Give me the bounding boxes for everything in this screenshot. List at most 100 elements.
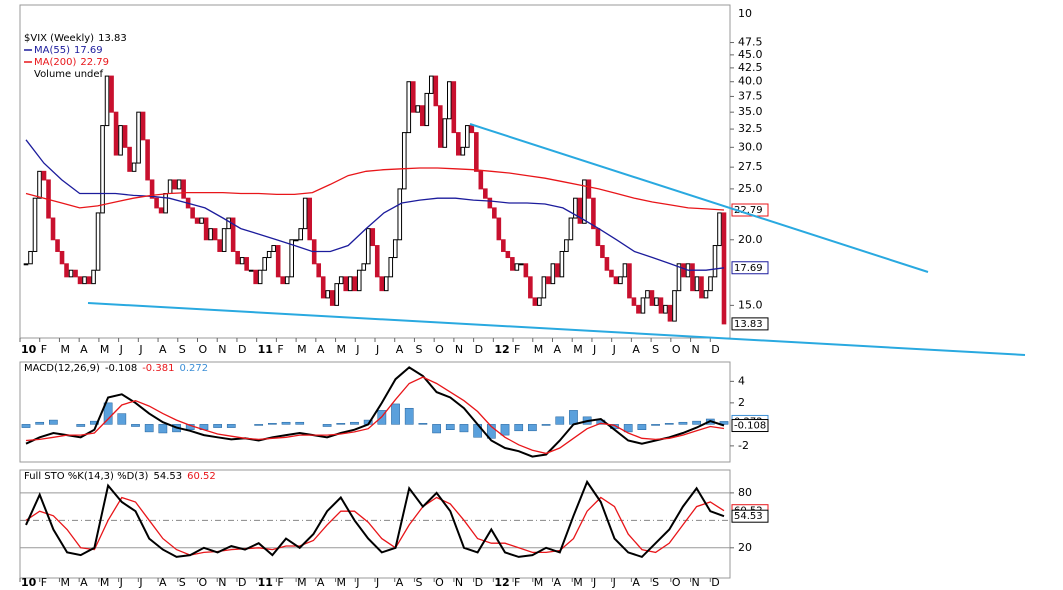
candle <box>604 257 610 271</box>
value-box-label: 17.69 <box>734 263 763 274</box>
candle <box>622 263 628 278</box>
x-tick-label: O <box>435 343 444 356</box>
candle <box>410 81 416 113</box>
candle <box>699 276 704 299</box>
candle <box>284 276 290 285</box>
candle <box>248 269 254 272</box>
x-tick-label: N <box>692 343 700 356</box>
x-tick-label: D <box>238 343 246 356</box>
x-tick-label: S <box>179 576 186 589</box>
x-tick-label: A <box>396 343 404 356</box>
x-tick-label: A <box>317 576 325 589</box>
candle <box>424 92 430 127</box>
legend-title: Full STO %K(14,3) %D(3) 54.53 60.52 <box>24 471 216 482</box>
legend-title: $VIX (Weekly) 13.83 <box>24 33 127 44</box>
y-tick-label: 2 <box>738 396 745 409</box>
x-tick-label: M <box>337 343 347 356</box>
candle <box>478 170 484 190</box>
x-tick-label: A <box>396 576 404 589</box>
y-tick-label: 45.0 <box>738 48 763 61</box>
x-tick-label: M <box>534 343 544 356</box>
legend-volume: Volume undef <box>34 69 104 80</box>
x-tick-label: J <box>612 343 616 356</box>
x-tick-label: A <box>632 343 640 356</box>
histogram-bar <box>391 403 400 425</box>
candle <box>145 139 150 181</box>
candle <box>694 276 700 292</box>
legend-title-text: $VIX (Weekly) <box>24 33 94 44</box>
candle <box>325 290 331 299</box>
x-tick-label: A <box>159 576 167 589</box>
candle <box>528 276 533 299</box>
candle <box>442 118 448 148</box>
series-line <box>25 479 725 559</box>
y-tick-label: 15.0 <box>738 298 763 311</box>
x-tick-label: A <box>159 343 167 356</box>
candle <box>510 257 515 271</box>
histogram-bar <box>719 421 729 425</box>
x-tick-label: J <box>612 576 616 589</box>
candle <box>392 239 398 259</box>
candle <box>347 276 353 292</box>
value-box-label: 22.79 <box>734 205 763 216</box>
y-tick-label: 37.5 <box>738 89 763 102</box>
candle <box>136 111 141 164</box>
candle <box>514 263 520 271</box>
y-tick-label: 27.5 <box>738 160 763 173</box>
candle <box>212 228 218 241</box>
histogram-bar <box>267 423 277 425</box>
candle <box>640 297 646 314</box>
histogram-bar <box>350 421 359 425</box>
candle <box>55 239 60 252</box>
candle <box>320 276 326 299</box>
x-tick-label: M <box>100 343 110 356</box>
legend-item: MA(200) 22.79 <box>34 57 109 68</box>
x-tick-label: N <box>218 576 226 589</box>
candle <box>199 217 204 224</box>
candle <box>338 276 344 285</box>
candle <box>343 276 349 292</box>
candle <box>631 297 637 306</box>
candle <box>383 276 389 292</box>
candle <box>23 263 29 266</box>
x-tick-label: A <box>632 576 640 589</box>
candle <box>568 217 574 241</box>
x-tick-label: F <box>514 576 520 589</box>
candle <box>474 132 479 172</box>
candle <box>91 269 96 285</box>
histogram-bar <box>569 410 578 425</box>
candle <box>217 239 222 252</box>
histogram-bar <box>541 424 551 426</box>
histogram-bar <box>404 407 414 425</box>
x-tick-label: J <box>138 576 142 589</box>
legend-value: -0.108 <box>105 363 137 374</box>
histogram-bar <box>213 424 222 428</box>
legend-name: MA(200) <box>34 57 76 68</box>
candle <box>667 304 673 322</box>
candle <box>406 81 412 134</box>
candle <box>374 245 380 278</box>
candle <box>658 297 664 314</box>
candle <box>226 217 231 230</box>
y-tick-label: 32.5 <box>738 122 763 135</box>
x-tick-label: M <box>573 576 583 589</box>
candle <box>275 245 281 278</box>
candle <box>289 239 294 278</box>
histogram-bar <box>76 424 86 427</box>
candle <box>465 125 470 148</box>
histogram-bar <box>336 423 346 425</box>
y-tick-label: 20 <box>738 541 752 554</box>
x-tick-label: F <box>41 576 47 589</box>
candle <box>253 269 258 285</box>
x-tick-label: S <box>179 343 186 356</box>
y-tick-label: 47.5 <box>738 36 763 49</box>
histogram-bar <box>651 424 660 426</box>
candle <box>451 81 457 134</box>
legend-title-text: MACD(12,26,9) <box>24 363 100 374</box>
x-tick-label: A <box>554 343 562 356</box>
candle <box>469 125 475 134</box>
candle <box>483 188 488 199</box>
y-tick-label: -2 <box>738 439 749 452</box>
